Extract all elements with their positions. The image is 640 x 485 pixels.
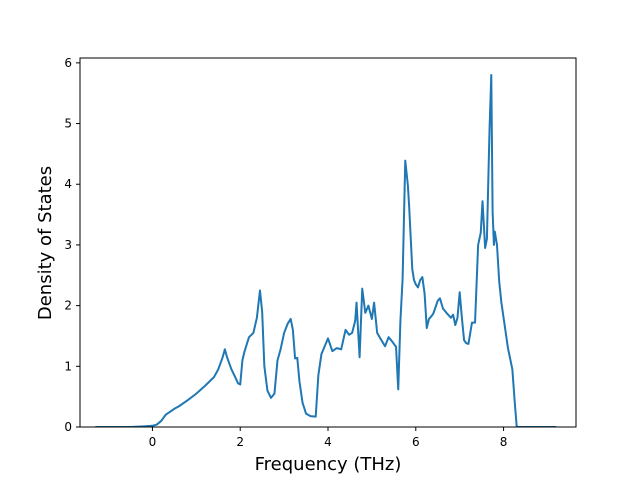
y-axis-label: Density of States <box>35 166 56 320</box>
plot-area <box>95 73 557 427</box>
x-tick-label: 8 <box>500 435 508 449</box>
y-tick-label: 0 <box>64 420 72 434</box>
y-tick-label: 3 <box>64 238 72 252</box>
y-tick-label: 6 <box>64 56 72 70</box>
y-tick-label: 4 <box>64 177 72 191</box>
y-tick-label: 1 <box>64 359 72 373</box>
x-tick-label: 6 <box>412 435 420 449</box>
x-axis-label: Frequency (THz) <box>255 454 402 475</box>
x-tick-label: 0 <box>149 435 157 449</box>
x-tick-label: 4 <box>324 435 332 449</box>
series-line-0 <box>95 73 557 427</box>
y-tick-label: 2 <box>64 299 72 313</box>
x-tick-label: 2 <box>236 435 244 449</box>
axes-layer: 0 2 4 6 8 0 1 2 3 4 5 6 <box>64 56 577 449</box>
y-tick-label: 5 <box>64 117 72 131</box>
